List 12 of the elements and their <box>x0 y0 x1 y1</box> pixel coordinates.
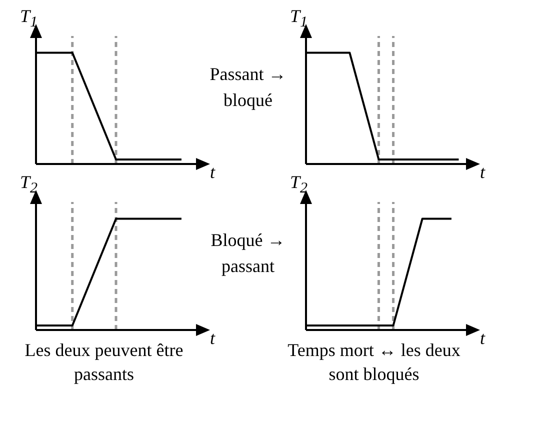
x-axis-title: t <box>210 328 216 349</box>
x-axis-title: t <box>480 162 486 183</box>
y-axis-title: T$_{2}$ <box>290 172 308 198</box>
y-axis-title: T$_{1}$ <box>290 6 308 32</box>
y-axis-title: T$_{1}$ <box>20 6 38 32</box>
text: Bloqué → passant <box>210 229 286 278</box>
y-axis-title: T$_{2}$ <box>20 172 38 198</box>
text: Les deux peuvent être passants <box>24 339 184 386</box>
x-axis-title: t <box>480 328 486 349</box>
x-axis-title: t <box>210 162 216 183</box>
text: Temps mort ↔ les deux sont bloqués <box>286 339 462 386</box>
text: Passant → bloqué <box>208 63 288 112</box>
